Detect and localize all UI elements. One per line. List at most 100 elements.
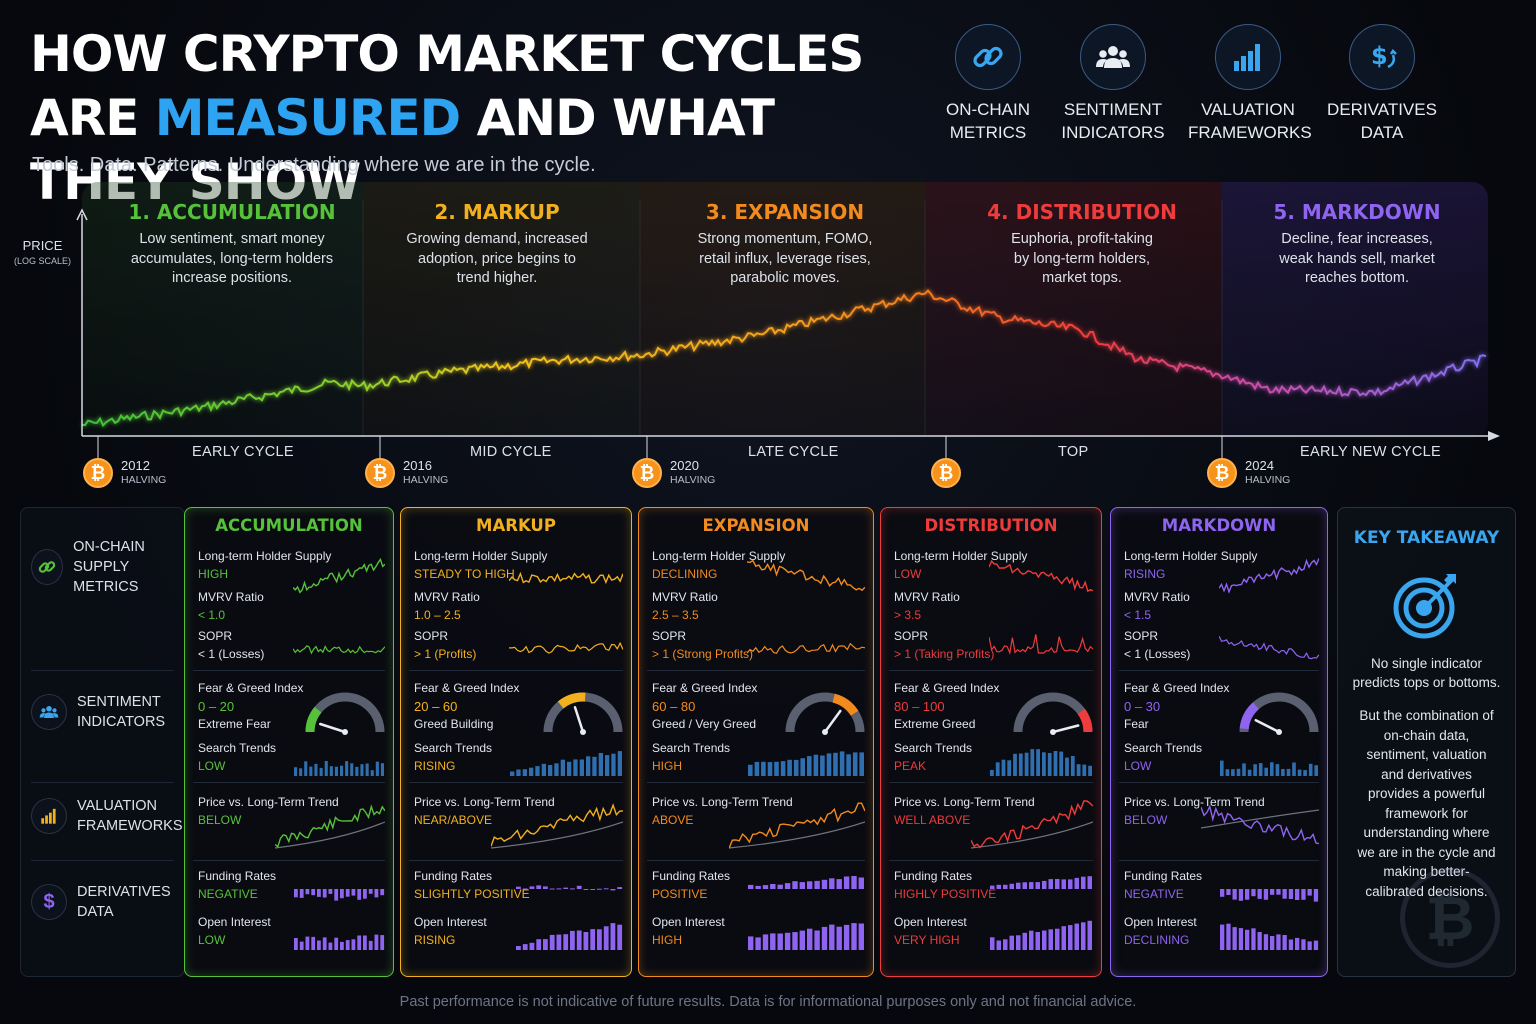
halving-year: 2012: [121, 458, 150, 473]
search-bar: [1042, 752, 1046, 776]
funding-bar: [570, 888, 575, 890]
funding-bar: [516, 886, 521, 889]
funding-bar: [543, 886, 548, 889]
search-bar: [598, 753, 603, 776]
open-interest-bar: [829, 924, 835, 950]
metric-value-mvrv: > 3.5: [894, 608, 922, 622]
funding-bar: [748, 884, 754, 889]
phase-desc: by long-term holders,: [1013, 250, 1151, 267]
key-takeaway-point-2: But the combination of on-chain data, se…: [1357, 708, 1496, 899]
price-trend-sparkline: [1201, 804, 1319, 845]
halving-2020: ₿ 2020 HALVING: [632, 458, 715, 488]
divider: [1119, 670, 1319, 671]
open-interest-bar: [1081, 922, 1086, 950]
metric-label-fng: Fear & Greed Index: [198, 681, 304, 695]
open-interest-bar: [543, 939, 548, 950]
metric-label-mvrv: MVRV Ratio: [652, 590, 718, 604]
open-interest-bar: [1087, 920, 1092, 950]
sopr-value: > 1 (Strong Profits): [652, 647, 754, 661]
page-subtitle: Tools. Data. Patterns. Understanding whe…: [32, 154, 596, 176]
metric-value-price-trend: NEAR/ABOVE: [414, 813, 493, 827]
search-bar: [370, 770, 374, 776]
open-interest-bar: [345, 940, 350, 950]
open-interest-bar: [583, 932, 589, 950]
funding-bar: [299, 889, 304, 898]
open-interest-bar: [374, 934, 379, 950]
tool-label: ON-CHAIN: [945, 100, 1031, 119]
search-bar: [319, 767, 323, 776]
open-interest-bar: [799, 930, 805, 950]
fear-greed-gauge: [1239, 692, 1319, 735]
target-arrow-icon: [1392, 570, 1462, 640]
phase-desc: Growing demand, increased: [406, 231, 588, 247]
phase-title: 2. MARKUP: [434, 200, 560, 224]
metric-label-search: Search Trends: [198, 741, 277, 755]
metric-label-funding: Funding Rates: [198, 869, 277, 883]
search-trend-bars: [294, 761, 384, 776]
open-interest-bar: [570, 930, 575, 950]
open-interest-bars: [990, 920, 1092, 950]
open-interest-bar: [1245, 929, 1250, 950]
people-group-icon: [1080, 24, 1146, 90]
phase-desc: trend higher.: [456, 270, 538, 286]
search-bar: [1070, 756, 1075, 776]
tool-label: SENTIMENT: [1063, 100, 1163, 119]
funding-rate-bars: [294, 889, 385, 901]
open-interest-bar: [807, 928, 813, 950]
search-bar: [1286, 768, 1291, 776]
sopr-value: > 1 (Profits): [414, 647, 477, 661]
search-bar: [510, 771, 515, 776]
funding-bar: [770, 884, 776, 889]
phase-bg-accumulation: [82, 182, 363, 438]
funding-bar: [1022, 882, 1027, 889]
search-bar: [1088, 765, 1092, 776]
funding-bar: [1226, 889, 1231, 895]
funding-bar: [374, 889, 379, 898]
chain-link-icon: [955, 24, 1021, 90]
search-bar: [774, 761, 779, 776]
open-interest-bar: [380, 935, 385, 950]
halving-2016: ₿ 2016 HALVING: [365, 458, 448, 488]
open-interest-bar: [597, 929, 602, 950]
divider: [31, 860, 174, 861]
phase-desc: parabolic moves.: [730, 270, 840, 286]
open-interest-bar: [1035, 932, 1040, 950]
funding-bar: [1061, 879, 1066, 889]
open-interest-bar: [996, 940, 1001, 950]
open-interest-bar: [334, 937, 339, 950]
open-interest-bar: [1016, 935, 1021, 950]
search-bar: [1303, 770, 1307, 776]
funding-bar: [311, 889, 316, 896]
metric-value-funding: POSITIVE: [652, 887, 708, 901]
search-bar: [586, 756, 591, 776]
search-bar: [800, 758, 805, 776]
funding-bar: [576, 885, 582, 889]
metric-label-oi: Open Interest: [894, 915, 967, 929]
search-bar: [516, 769, 521, 776]
search-bar: [1264, 767, 1268, 776]
metric-value-fng: 0 – 20: [198, 699, 235, 714]
divider: [1119, 860, 1319, 861]
open-interest-bar: [990, 937, 995, 950]
search-bar: [1220, 760, 1224, 776]
open-interest-bar: [1257, 932, 1262, 950]
funding-bar: [1307, 889, 1312, 896]
funding-bar: [1301, 889, 1306, 900]
open-interest-bar: [617, 924, 623, 950]
metric-label-price-trend: Price vs. Long-Term Trend: [414, 795, 555, 809]
metric-value-mvrv: < 1.5: [1124, 608, 1152, 622]
open-interest-bar: [340, 941, 344, 950]
bar-chart-icon: [31, 798, 67, 834]
page-title: HOW CRYPTO MARKET CYCLES ARE MEASURED AN…: [30, 22, 930, 214]
phase-desc: retail influx, leverage rises,: [699, 250, 871, 267]
funding-rate-bars: [516, 885, 623, 891]
funding-bar: [799, 882, 805, 889]
search-bar: [365, 763, 369, 776]
funding-bar: [792, 881, 798, 889]
search-bar: [839, 751, 845, 776]
search-bar: [813, 754, 819, 776]
search-bar: [1297, 769, 1302, 776]
phase-title: 5. MARKDOWN: [1273, 200, 1441, 224]
search-trend-bars: [748, 751, 864, 776]
metric-label-sopr: SOPR: [1124, 629, 1159, 643]
